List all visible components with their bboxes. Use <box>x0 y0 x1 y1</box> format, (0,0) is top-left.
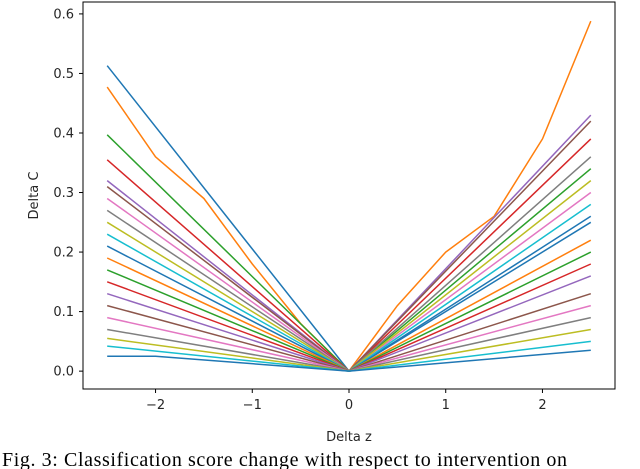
series-line <box>107 292 592 372</box>
y-axis-label: Delta C <box>27 172 42 220</box>
y-tick-label: 0.5 <box>53 67 74 82</box>
series-line <box>107 349 591 372</box>
series-lines <box>106 20 592 372</box>
x-tick-label: −2 <box>146 398 165 413</box>
x-tick-label: 2 <box>538 398 546 413</box>
x-axis-label: Delta z <box>326 430 372 445</box>
plot-frame <box>82 1 616 390</box>
series-line <box>106 134 592 372</box>
x-tick-label: −1 <box>243 398 262 413</box>
y-tick-label: 0.3 <box>53 186 74 201</box>
y-tick-label: 0.2 <box>53 246 74 261</box>
series-line <box>106 156 592 372</box>
y-axis-ticks: 0.0 0.1 0.2 0.3 0.4 0.5 0.6 <box>53 7 83 380</box>
series-line <box>106 239 592 372</box>
x-tick-label: 1 <box>442 398 450 413</box>
axes-frame <box>82 1 616 390</box>
y-tick-label: 0.0 <box>53 365 74 380</box>
series-line <box>106 191 592 372</box>
figure-caption: Fig. 3: Classification score change with… <box>2 449 568 469</box>
series-line <box>107 304 591 372</box>
y-tick-label: 0.6 <box>53 7 74 22</box>
y-tick-label: 0.1 <box>53 305 74 320</box>
x-axis-ticks: −2 −1 0 1 2 <box>146 389 547 413</box>
x-tick-label: 0 <box>345 398 353 413</box>
line-chart: −2 −1 0 1 2 0.0 0.1 0.2 0.3 0.4 0.5 0.6 Delta z De… <box>27 1 616 445</box>
y-tick-label: 0.4 <box>53 126 74 141</box>
series-line <box>106 114 592 372</box>
